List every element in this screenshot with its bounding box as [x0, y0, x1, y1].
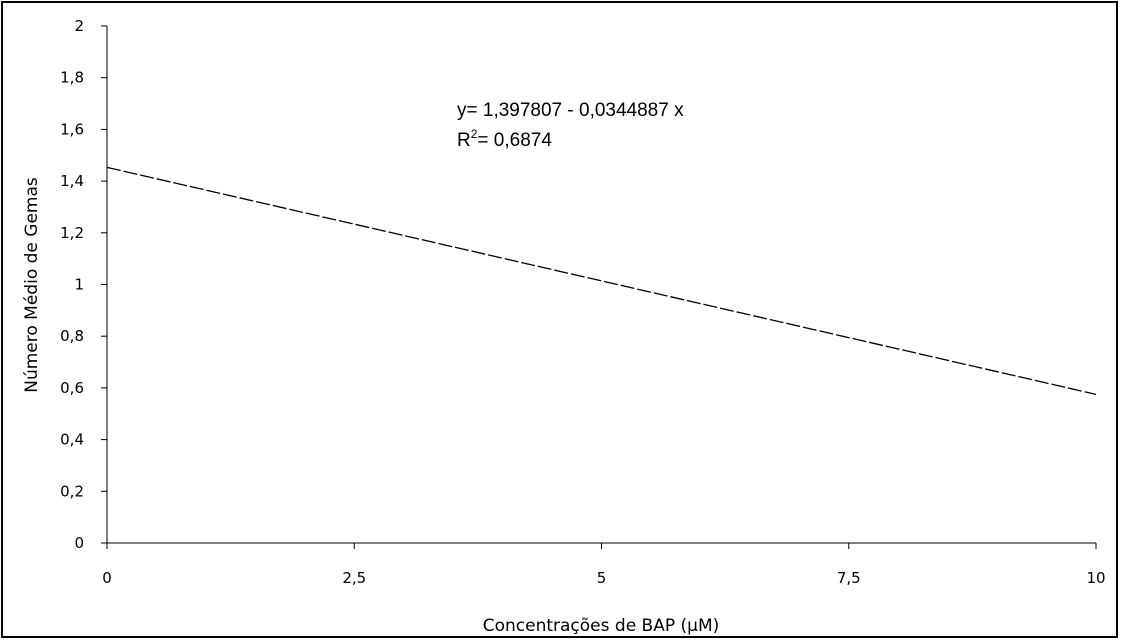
y-tick-label: 1: [74, 276, 84, 294]
y-axis-title: Número Médio de Gemas: [22, 177, 42, 393]
y-tick-label: 0,4: [60, 431, 84, 449]
y-tick-label: 0,8: [60, 327, 84, 345]
y-tick-label: 1,8: [60, 69, 84, 87]
x-tick-label: 5: [597, 569, 607, 587]
y-tick-label: 1,2: [60, 224, 84, 242]
y-ticks: 0 0,2 0,4 0,6 0,8 1 1,2 1,4 1,6 1,8 2: [60, 17, 107, 552]
r-squared-value: = 0,6874: [477, 130, 552, 151]
y-tick-label: 0: [74, 534, 84, 552]
r-squared: R2= 0,6874: [457, 127, 552, 151]
y-tick-label: 1,4: [60, 172, 84, 190]
x-tick-label: 10: [1086, 569, 1105, 587]
y-tick-label: 0,6: [60, 379, 84, 397]
trend-line: [107, 167, 1096, 394]
x-ticks: 0 2,5 5 7,5 10: [102, 543, 1105, 587]
r-squared-prefix: R: [457, 130, 471, 151]
y-tick-label: 0,2: [60, 482, 84, 500]
x-tick-label: 2,5: [342, 569, 366, 587]
x-tick-label: 0: [102, 569, 112, 587]
series: [107, 167, 1096, 394]
x-tick-label: 7,5: [837, 569, 861, 587]
y-tick-label: 1,6: [60, 120, 84, 138]
regression-equation: y= 1,397807 - 0,0344887 x: [457, 100, 684, 121]
y-tick-label: 2: [74, 17, 84, 35]
x-axis-title: Concentrações de BAP (µM): [483, 616, 720, 636]
